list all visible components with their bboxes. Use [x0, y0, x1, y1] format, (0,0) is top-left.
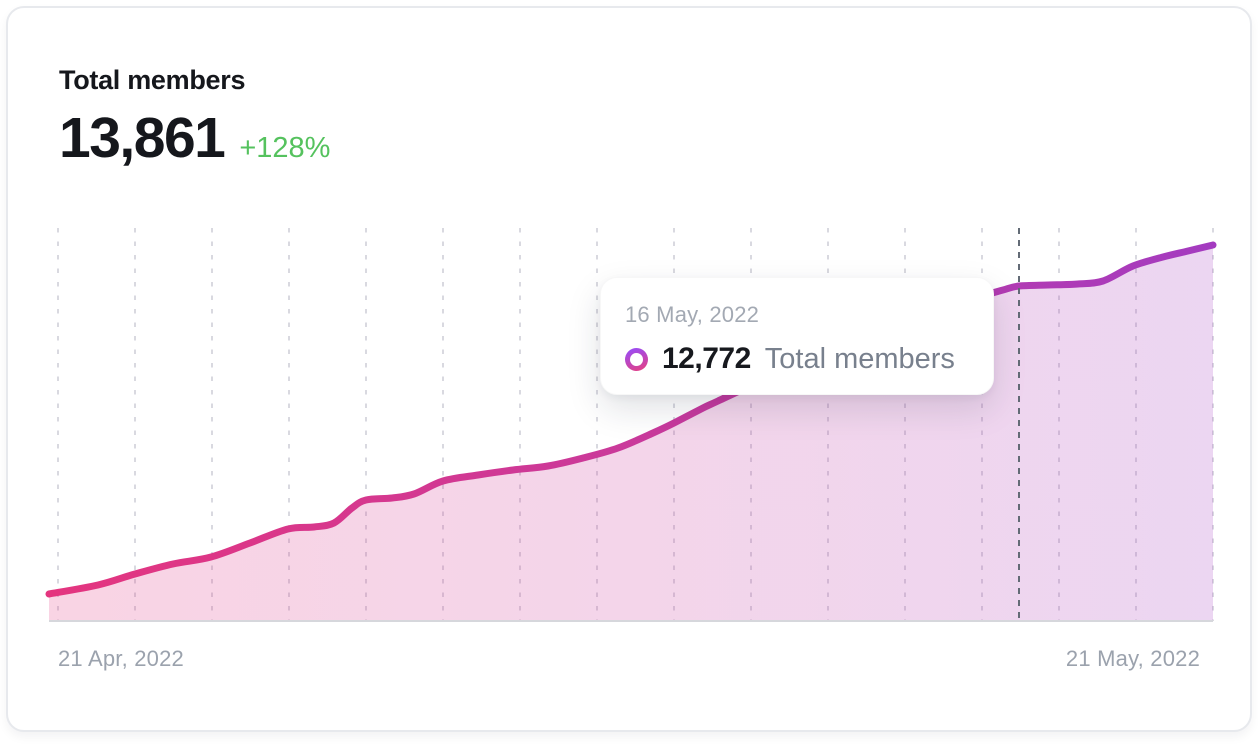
card-title: Total members: [59, 65, 246, 95]
trend-line: [45, 241, 1217, 598]
headline: 13,861 +128%: [59, 106, 330, 172]
x-axis-start-label: 21 Apr, 2022: [58, 646, 184, 671]
series-marker-inner: [630, 352, 643, 366]
x-axis-end-label: 21 May, 2022: [1065, 646, 1200, 671]
growth-percentage-badge: +128%: [239, 132, 331, 164]
tooltip-row: 12,772 Total members: [625, 342, 969, 376]
total-members-value: 13,861: [59, 106, 226, 170]
tooltip-date: 16 May, 2022: [625, 302, 760, 327]
x-axis: 21 Apr, 2022 21 May, 2022: [58, 646, 1200, 672]
total-members-card: Total members 13,861 +128% 16 May, 2022: [6, 6, 1252, 732]
series-marker-icon: [625, 347, 648, 371]
chart-tooltip: 16 May, 2022 12,772 Total members: [600, 277, 994, 395]
tooltip-value: 12,772: [662, 342, 751, 375]
tooltip-series-label: Total members: [764, 342, 955, 375]
